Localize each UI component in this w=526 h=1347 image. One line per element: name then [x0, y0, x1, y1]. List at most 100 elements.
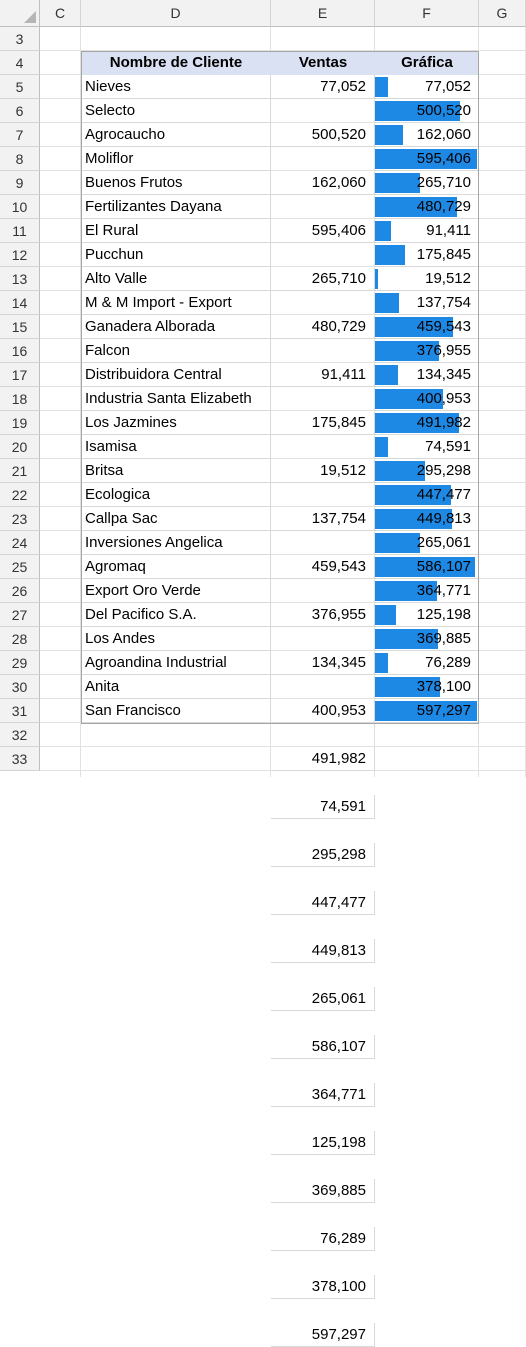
row-header[interactable]: 25	[0, 555, 40, 579]
row-header[interactable]: 12	[0, 243, 40, 267]
sales-cell[interactable]: 597,297	[271, 1323, 375, 1347]
chart-cell[interactable]: 19,512	[375, 267, 479, 291]
sales-cell[interactable]: 74,591	[271, 795, 375, 819]
chart-cell[interactable]: 449,813	[375, 507, 479, 531]
row-header[interactable]: 7	[0, 123, 40, 147]
sales-cell[interactable]: 125,198	[271, 1131, 375, 1155]
client-name-cell[interactable]: Export Oro Verde	[81, 579, 271, 603]
client-name-cell[interactable]: Selecto	[81, 99, 271, 123]
client-name-cell[interactable]: Moliflor	[81, 147, 271, 171]
client-name-cell[interactable]: Los Andes	[81, 627, 271, 651]
row-header[interactable]: 16	[0, 339, 40, 363]
sales-cell[interactable]: 162,060	[271, 171, 375, 195]
chart-cell[interactable]: 400,953	[375, 387, 479, 411]
chart-cell[interactable]: 74,591	[375, 435, 479, 459]
row-header[interactable]: 15	[0, 315, 40, 339]
client-name-cell[interactable]: Agrocaucho	[81, 123, 271, 147]
sales-cell[interactable]: 376,955	[271, 603, 375, 627]
client-name-cell[interactable]: Distribuidora Central	[81, 363, 271, 387]
chart-cell[interactable]: 265,710	[375, 171, 479, 195]
chart-cell[interactable]: 595,406	[375, 147, 479, 171]
sales-cell[interactable]: 400,953	[271, 699, 375, 723]
row-header[interactable]: 29	[0, 651, 40, 675]
chart-cell[interactable]: 500,520	[375, 99, 479, 123]
row-header[interactable]: 9	[0, 171, 40, 195]
client-name-cell[interactable]: Pucchun	[81, 243, 271, 267]
header-cell-chart[interactable]: Gráfica	[375, 51, 479, 75]
chart-cell[interactable]: 378,100	[375, 675, 479, 699]
client-name-cell[interactable]: Inversiones Angelica	[81, 531, 271, 555]
column-header-g[interactable]: G	[479, 0, 526, 27]
client-name-cell[interactable]: Industria Santa Elizabeth	[81, 387, 271, 411]
sales-cell[interactable]: 480,729	[271, 315, 375, 339]
chart-cell[interactable]: 125,198	[375, 603, 479, 627]
chart-cell[interactable]: 162,060	[375, 123, 479, 147]
client-name-cell[interactable]: Ecologica	[81, 483, 271, 507]
row-header[interactable]: 6	[0, 99, 40, 123]
row-header[interactable]: 18	[0, 387, 40, 411]
chart-cell[interactable]: 137,754	[375, 291, 479, 315]
chart-cell[interactable]: 597,297	[375, 699, 479, 723]
chart-cell[interactable]: 295,298	[375, 459, 479, 483]
sales-cell[interactable]: 19,512	[271, 459, 375, 483]
chart-cell[interactable]: 447,477	[375, 483, 479, 507]
chart-cell[interactable]: 134,345	[375, 363, 479, 387]
row-header[interactable]: 14	[0, 291, 40, 315]
sales-cell[interactable]: 265,061	[271, 987, 375, 1011]
row-header[interactable]: 17	[0, 363, 40, 387]
client-name-cell[interactable]: San Francisco	[81, 699, 271, 723]
client-name-cell[interactable]: Agromaq	[81, 555, 271, 579]
column-header-f[interactable]: F	[375, 0, 479, 27]
column-header-d[interactable]: D	[81, 0, 271, 27]
chart-cell[interactable]: 459,543	[375, 315, 479, 339]
row-header[interactable]: 5	[0, 75, 40, 99]
sales-cell[interactable]: 77,052	[271, 75, 375, 99]
client-name-cell[interactable]: Falcon	[81, 339, 271, 363]
row-header[interactable]: 22	[0, 483, 40, 507]
chart-cell[interactable]: 491,982	[375, 411, 479, 435]
sales-cell[interactable]: 134,345	[271, 651, 375, 675]
client-name-cell[interactable]: Callpa Sac	[81, 507, 271, 531]
sales-cell[interactable]: 491,982	[271, 747, 375, 771]
sales-cell[interactable]: 265,710	[271, 267, 375, 291]
row-header[interactable]: 11	[0, 219, 40, 243]
sales-cell[interactable]: 447,477	[271, 891, 375, 915]
client-name-cell[interactable]: Los Jazmines	[81, 411, 271, 435]
sales-cell[interactable]: 295,298	[271, 843, 375, 867]
client-name-cell[interactable]: Buenos Frutos	[81, 171, 271, 195]
sales-cell[interactable]: 378,100	[271, 1275, 375, 1299]
column-header-c[interactable]: C	[40, 0, 81, 27]
chart-cell[interactable]: 369,885	[375, 627, 479, 651]
client-name-cell[interactable]: Agroandina Industrial	[81, 651, 271, 675]
client-name-cell[interactable]: El Rural	[81, 219, 271, 243]
row-header[interactable]: 30	[0, 675, 40, 699]
client-name-cell[interactable]: Britsa	[81, 459, 271, 483]
row-header[interactable]: 27	[0, 603, 40, 627]
row-header[interactable]: 26	[0, 579, 40, 603]
header-cell-sales[interactable]: Ventas	[271, 51, 375, 75]
row-header[interactable]: 19	[0, 411, 40, 435]
row-header[interactable]: 20	[0, 435, 40, 459]
chart-cell[interactable]: 265,061	[375, 531, 479, 555]
client-name-cell[interactable]: Ganadera Alborada	[81, 315, 271, 339]
chart-cell[interactable]: 364,771	[375, 579, 479, 603]
sales-cell[interactable]: 137,754	[271, 507, 375, 531]
sales-cell[interactable]: 449,813	[271, 939, 375, 963]
row-header[interactable]: 10	[0, 195, 40, 219]
row-header[interactable]: 3	[0, 27, 40, 51]
sales-cell[interactable]: 586,107	[271, 1035, 375, 1059]
chart-cell[interactable]: 91,411	[375, 219, 479, 243]
sales-cell[interactable]: 91,411	[271, 363, 375, 387]
chart-cell[interactable]: 480,729	[375, 195, 479, 219]
sales-cell[interactable]: 76,289	[271, 1227, 375, 1251]
chart-cell[interactable]: 77,052	[375, 75, 479, 99]
header-cell-client-name[interactable]: Nombre de Cliente	[81, 51, 271, 75]
chart-cell[interactable]: 586,107	[375, 555, 479, 579]
row-header[interactable]: 33	[0, 747, 40, 771]
row-header[interactable]: 24	[0, 531, 40, 555]
row-header[interactable]: 32	[0, 723, 40, 747]
client-name-cell[interactable]: Isamisa	[81, 435, 271, 459]
chart-cell[interactable]: 376,955	[375, 339, 479, 363]
row-header[interactable]: 21	[0, 459, 40, 483]
